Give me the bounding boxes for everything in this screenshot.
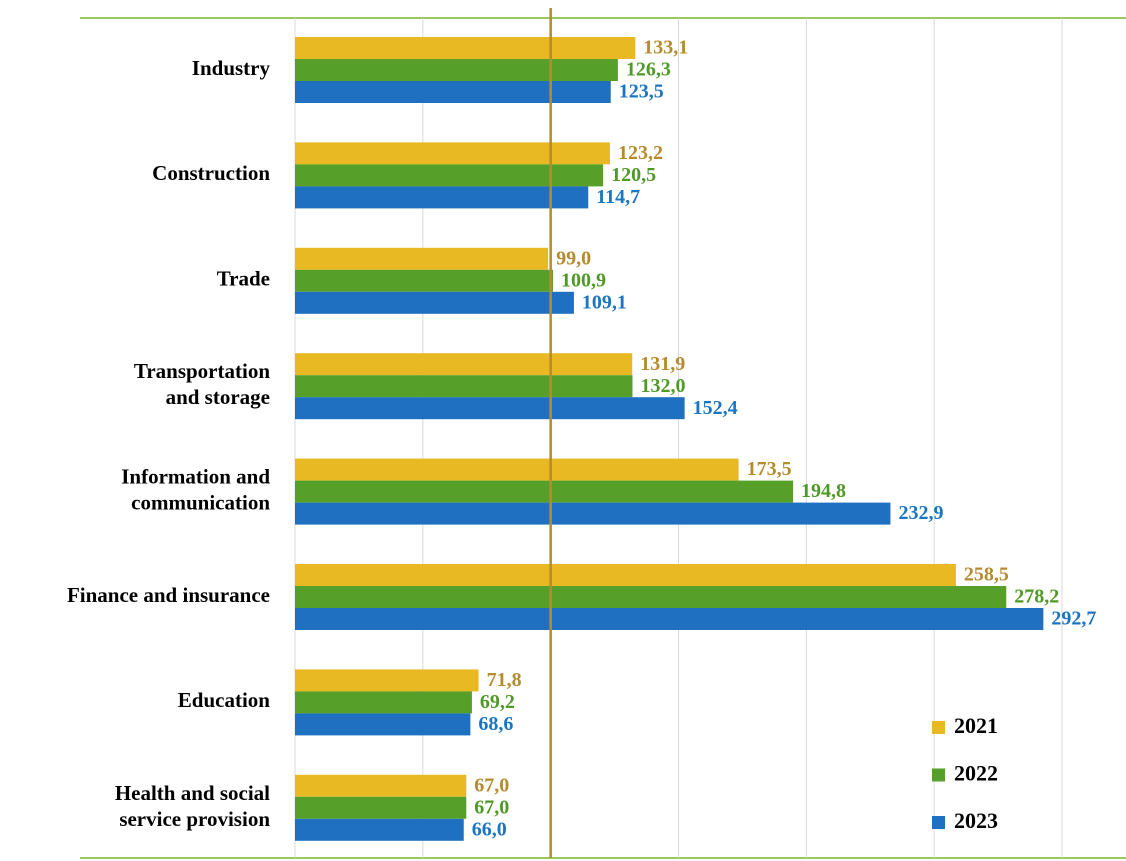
- category-label: Education: [178, 688, 271, 712]
- bar: [295, 458, 739, 481]
- data-label: 100,9: [561, 269, 606, 291]
- data-label: 292,7: [1051, 608, 1096, 630]
- bar: [295, 796, 467, 819]
- data-label: 126,3: [626, 59, 671, 81]
- data-label: 69,2: [480, 691, 515, 713]
- data-label: 67,0: [474, 774, 509, 796]
- bar: [295, 774, 467, 797]
- bar: [295, 480, 794, 503]
- data-label: 66,0: [472, 818, 507, 840]
- bar: [295, 713, 471, 736]
- data-label: 109,1: [582, 291, 627, 313]
- data-label: 131,9: [640, 353, 685, 375]
- data-label: 114,7: [596, 186, 640, 208]
- bar: [295, 397, 685, 420]
- category-label: Trade: [217, 267, 270, 291]
- data-label: 194,8: [801, 480, 846, 502]
- bar: [295, 691, 472, 714]
- category-label: Finance and insurance: [67, 583, 270, 607]
- data-label: 152,4: [693, 397, 738, 419]
- legend-label: 2023: [954, 808, 998, 833]
- data-label: 68,6: [478, 713, 513, 735]
- bar: [295, 564, 956, 586]
- bar: [295, 669, 479, 692]
- category-label: Construction: [152, 161, 270, 185]
- bar: [295, 186, 589, 209]
- legend-swatch: [932, 768, 945, 782]
- bar: [295, 353, 633, 376]
- bar: [295, 586, 1007, 608]
- legend-swatch: [932, 721, 945, 734]
- bar: [295, 291, 574, 314]
- data-label: 278,2: [1014, 586, 1059, 608]
- bar: [295, 37, 636, 59]
- data-label: 132,0: [640, 375, 685, 397]
- bar: [295, 81, 611, 103]
- category-label: Transportation and storage: [134, 359, 270, 409]
- data-label: 67,0: [474, 796, 509, 818]
- bar: [295, 247, 549, 270]
- data-label: 232,9: [898, 502, 943, 524]
- bar: [295, 608, 1044, 630]
- data-label: 99,0: [556, 247, 591, 269]
- bar: [295, 164, 604, 187]
- legend-label: 2021: [954, 713, 998, 738]
- data-label: 258,5: [964, 564, 1009, 586]
- data-label: 120,5: [611, 164, 656, 186]
- category-label: Industry: [192, 56, 271, 80]
- data-label: 173,5: [747, 458, 792, 480]
- bar: [295, 375, 633, 398]
- legend-label: 2022: [954, 761, 998, 786]
- bar: [295, 818, 464, 841]
- bar: [295, 269, 553, 292]
- legend-swatch: [932, 816, 945, 829]
- bar: [295, 59, 618, 81]
- bar: [295, 142, 610, 165]
- data-label: 123,5: [619, 81, 664, 103]
- category-label: Health and social service provision: [115, 781, 271, 831]
- data-label: 71,8: [487, 669, 522, 691]
- bar: [295, 502, 891, 525]
- category-label: Information and communication: [121, 464, 270, 514]
- data-label: 123,2: [618, 142, 663, 164]
- data-label: 133,1: [643, 37, 688, 59]
